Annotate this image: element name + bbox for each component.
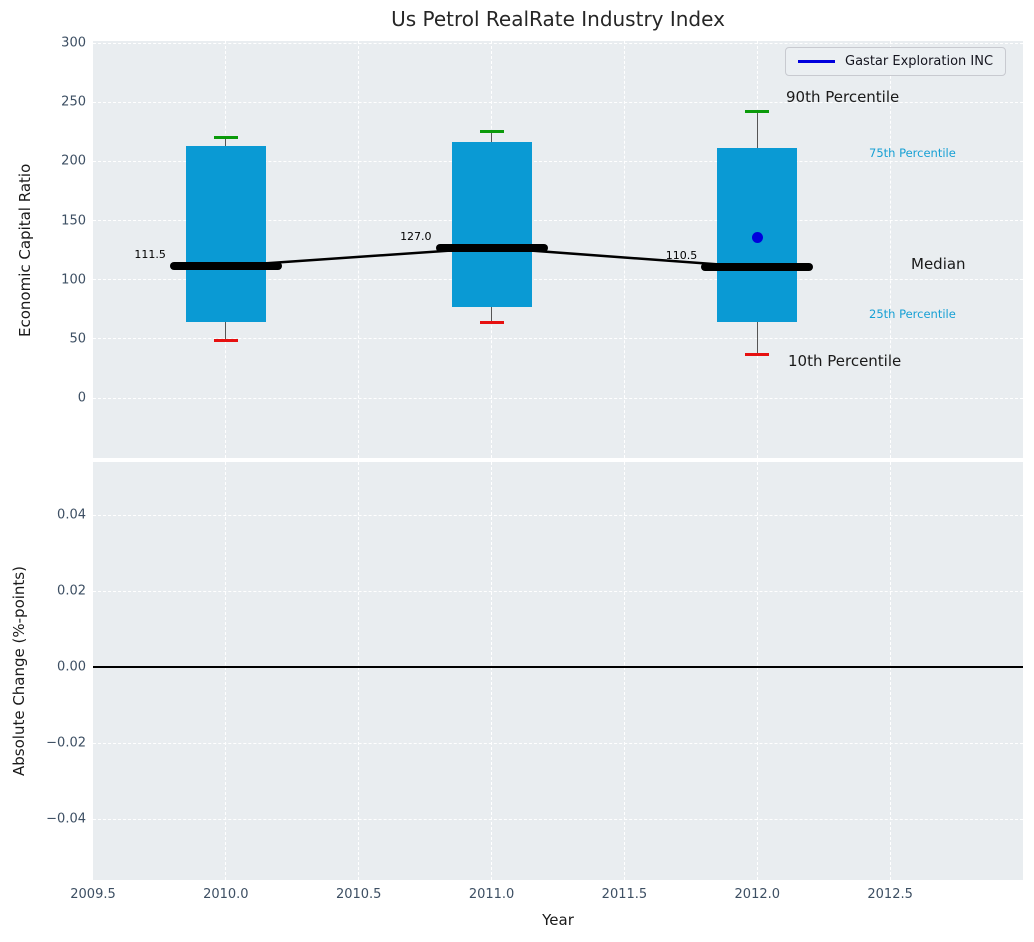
median-value-label: 127.0 xyxy=(400,229,432,243)
median-segment xyxy=(701,263,814,272)
y-gridline xyxy=(93,397,1023,399)
x-tick-label: 2012.0 xyxy=(734,887,781,902)
y-gridline xyxy=(93,42,1023,44)
y-gridline xyxy=(93,279,1023,281)
x-tick-label: 2011.0 xyxy=(468,887,515,902)
median-value-label: 110.5 xyxy=(665,249,698,263)
y-gridline xyxy=(93,514,1023,516)
y-tick-label: 150 xyxy=(61,213,86,228)
x-gridline xyxy=(756,462,758,880)
x-gridline xyxy=(225,462,227,880)
x-gridline xyxy=(358,462,360,880)
y-tick-label: 0 xyxy=(77,390,86,406)
y-gridline xyxy=(93,590,1023,592)
annotation-25th-percentile: 25th Percentile xyxy=(869,307,956,321)
y-tick-label: −0.04 xyxy=(46,811,86,827)
p10-whisker-cap xyxy=(479,320,504,324)
x-gridline xyxy=(889,462,891,880)
x-gridline xyxy=(623,462,625,880)
annotation-10th-percentile: 10th Percentile xyxy=(788,352,902,370)
p90-whisker-cap xyxy=(745,110,770,114)
bottom-plot-area xyxy=(93,462,1023,880)
median-value-label: 111.5 xyxy=(134,248,166,262)
zero-change-line xyxy=(93,666,1023,669)
annotation-75th-percentile: 75th Percentile xyxy=(869,146,956,160)
median-segment xyxy=(435,243,548,252)
median-segment xyxy=(169,262,282,271)
annotation-median: Median xyxy=(911,255,966,273)
annotation-90th-percentile: 90th Percentile xyxy=(786,88,900,106)
p90-whisker-cap xyxy=(213,136,238,140)
iqr-box xyxy=(185,145,266,323)
chart-title: Us Petrol RealRate Industry Index xyxy=(391,7,725,31)
p90-whisker-cap xyxy=(479,130,504,134)
x-gridline xyxy=(889,41,891,458)
y-gridline xyxy=(93,101,1023,103)
iqr-box xyxy=(451,142,532,307)
p10-whisker-cap xyxy=(213,338,238,342)
company-data-point xyxy=(751,231,763,243)
x-tick-label: 2012.5 xyxy=(867,887,913,902)
y-gridline xyxy=(93,160,1023,162)
y-tick-label: −0.02 xyxy=(46,735,86,751)
y-gridline xyxy=(93,742,1023,744)
y-tick-label: 100 xyxy=(61,272,86,288)
x-gridline xyxy=(358,41,360,458)
x-tick-label: 2011.5 xyxy=(601,887,648,902)
y-tick-label: 250 xyxy=(61,94,86,110)
x-axis-label: Year xyxy=(542,911,574,929)
y-gridline xyxy=(93,818,1023,820)
y-tick-label: 0.02 xyxy=(57,583,86,599)
x-tick-label: 2010.5 xyxy=(335,887,382,902)
legend-line-sample xyxy=(798,60,835,63)
y-tick-label: 50 xyxy=(69,331,86,347)
y-gridline xyxy=(93,338,1023,340)
legend-label: Gastar Exploration INC xyxy=(845,54,994,69)
x-tick-label: 2010.0 xyxy=(203,887,249,902)
y-gridline xyxy=(93,220,1023,221)
y-tick-label: 0.00 xyxy=(57,659,86,675)
top-plot-area: 111.5 127.0 110.5 xyxy=(93,41,1023,458)
x-gridline xyxy=(623,41,625,458)
y-tick-label: 300 xyxy=(61,35,86,51)
x-tick-labels: 2009.5 2010.0 2010.5 2011.0 2011.5 2012.0 2012… xyxy=(70,887,1023,905)
x-tick-label: 2009.5 xyxy=(70,887,116,902)
y-tick-label: 0.04 xyxy=(57,507,86,523)
x-gridline xyxy=(491,462,493,880)
y-tick-label: 200 xyxy=(61,153,86,169)
p10-whisker-cap xyxy=(745,352,770,356)
legend[interactable]: Gastar Exploration INC xyxy=(785,47,1007,76)
